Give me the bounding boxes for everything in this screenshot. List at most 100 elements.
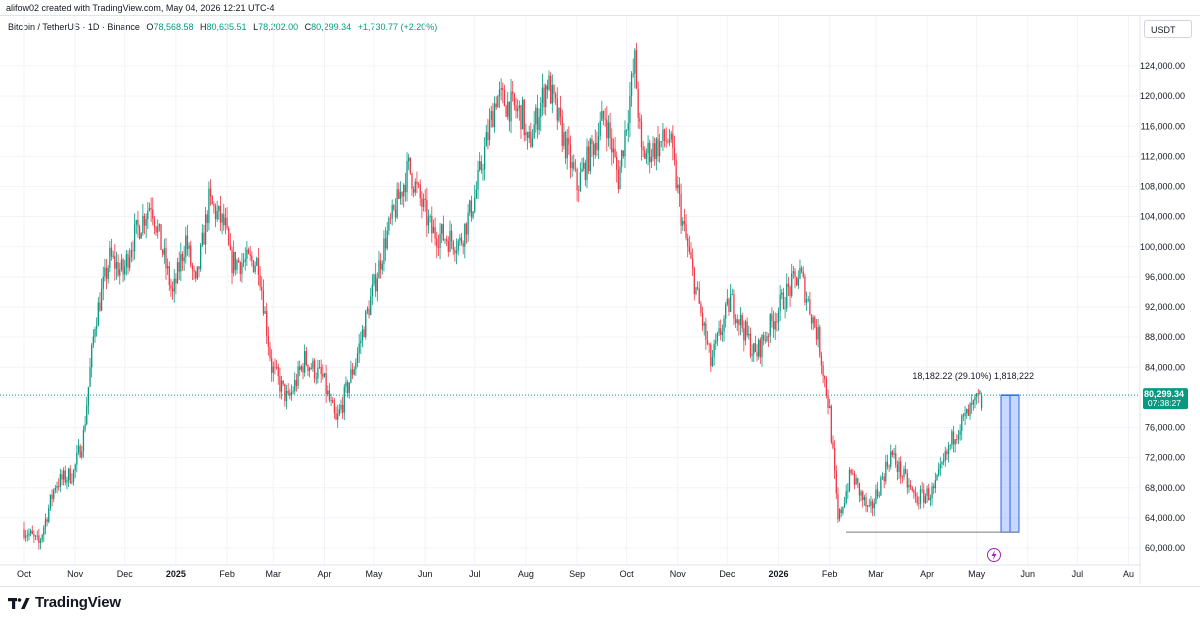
candle: [503, 84, 506, 107]
candle: [447, 236, 449, 257]
candle: [893, 447, 895, 459]
price-tick: 68,000.00: [1145, 483, 1185, 493]
candle: [800, 265, 803, 274]
candle: [462, 240, 464, 255]
candle: [122, 257, 124, 283]
candle: [378, 251, 380, 279]
candle: [531, 129, 534, 148]
candle: [906, 469, 908, 495]
candle: [895, 444, 897, 469]
time-tick: 2026: [768, 569, 788, 579]
candle: [115, 251, 118, 280]
candle: [967, 404, 970, 416]
candle: [475, 181, 478, 200]
candle: [368, 300, 370, 319]
candle: [322, 364, 324, 380]
symbol-name[interactable]: Bitcoin / TetherUS · 1D · Binance: [8, 22, 140, 32]
candle: [933, 483, 935, 495]
candle: [500, 78, 502, 101]
candle: [758, 338, 760, 360]
candle: [247, 247, 250, 255]
candle: [701, 306, 704, 332]
candle: [505, 104, 507, 118]
candle: [62, 467, 65, 486]
candle: [66, 476, 68, 490]
candle: [756, 344, 758, 362]
candle: [218, 205, 220, 220]
tradingview-logo[interactable]: TradingView: [8, 594, 121, 611]
candle: [617, 160, 620, 194]
candle: [256, 256, 258, 267]
candle: [315, 372, 317, 385]
candle: [540, 97, 542, 132]
candle: [166, 258, 169, 276]
candle: [304, 344, 306, 377]
candle: [624, 120, 626, 168]
candle: [439, 223, 441, 260]
candle: [566, 128, 568, 170]
candle: [91, 343, 93, 378]
candle: [903, 465, 905, 481]
candle: [450, 223, 453, 250]
candle: [261, 276, 263, 300]
candle: [791, 263, 793, 298]
candle: [672, 125, 674, 161]
candle: [510, 78, 512, 134]
candle: [36, 530, 38, 541]
candle: [944, 446, 946, 467]
candle: [125, 249, 128, 276]
candle: [176, 257, 179, 285]
lightning-icon[interactable]: [987, 548, 1001, 562]
candle: [406, 152, 408, 202]
candle: [272, 361, 274, 382]
candle: [779, 285, 781, 322]
candle: [158, 223, 161, 232]
price-tick: 60,000.00: [1145, 543, 1185, 553]
candle: [675, 153, 677, 191]
candle: [576, 167, 578, 202]
candle: [771, 307, 773, 328]
candle: [346, 379, 349, 398]
candle: [100, 278, 103, 311]
candle: [667, 138, 669, 144]
candle: [536, 94, 539, 139]
candle: [242, 253, 245, 268]
candle: [482, 163, 484, 181]
candle: [360, 331, 362, 354]
candle: [64, 465, 66, 486]
candle: [883, 473, 885, 489]
candle: [980, 392, 983, 411]
candle: [947, 441, 950, 463]
candle: [150, 197, 152, 222]
candle: [271, 349, 273, 382]
candle: [900, 456, 902, 484]
candle: [44, 513, 47, 535]
candle: [776, 313, 778, 332]
currency-button[interactable]: USDT: [1144, 20, 1192, 38]
candle: [327, 385, 329, 397]
candle: [421, 191, 423, 219]
price-tick: 76,000.00: [1145, 423, 1185, 433]
candle: [140, 232, 142, 239]
candle: [488, 108, 491, 146]
candle: [645, 148, 648, 165]
candle: [974, 393, 976, 409]
candle: [942, 453, 945, 466]
candle: [835, 465, 837, 500]
candle: [736, 314, 738, 331]
candle: [231, 246, 233, 285]
candle: [77, 439, 80, 456]
candle: [38, 528, 40, 550]
candle: [110, 238, 113, 261]
candle: [356, 347, 359, 368]
candle: [201, 224, 203, 248]
time-tick: Nov: [67, 569, 84, 579]
candle: [827, 389, 829, 415]
symbol-legend[interactable]: Bitcoin / TetherUS · 1D · Binance O78,56…: [8, 22, 437, 32]
candle: [865, 492, 867, 513]
candle: [455, 238, 458, 265]
candle: [687, 233, 689, 258]
candle: [794, 268, 796, 289]
candle: [979, 390, 981, 396]
